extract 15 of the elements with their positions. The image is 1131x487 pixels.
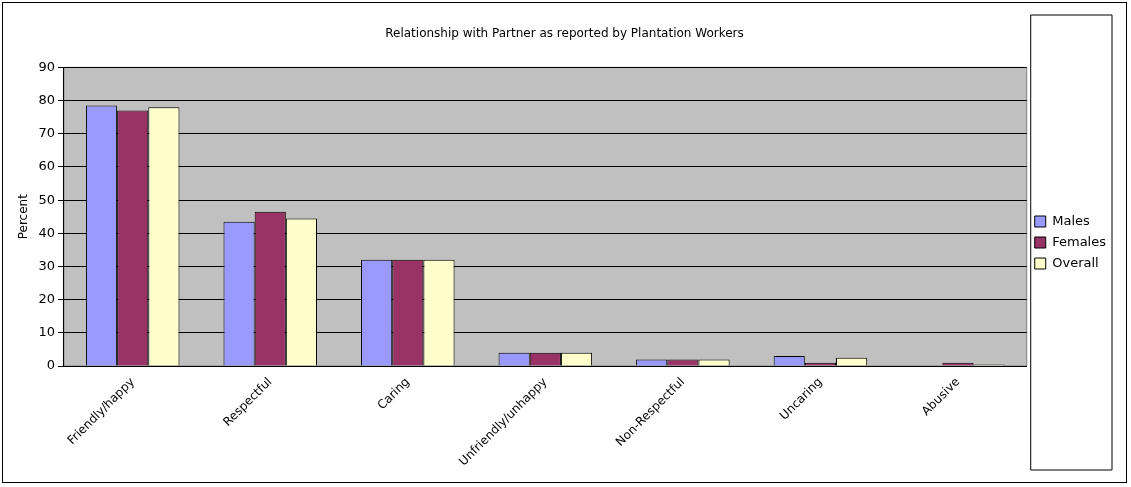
y-tick-label: 70 xyxy=(38,125,55,141)
y-tick-label: 20 xyxy=(38,291,55,307)
y-tick-label: 40 xyxy=(38,224,55,240)
y-tick-label: 80 xyxy=(38,91,55,107)
y-tick-label: 50 xyxy=(38,191,55,207)
y-axis-title: Percent xyxy=(16,193,31,240)
y-tick-label: 90 xyxy=(38,58,55,74)
legend-label: Males xyxy=(1052,212,1091,228)
legend-label: Overall xyxy=(1052,254,1099,270)
y-tick-label: 0 xyxy=(46,357,55,373)
legend-label: Females xyxy=(1052,233,1107,249)
y-tick-label: 30 xyxy=(38,257,55,273)
chart-title: Relationship with Partner as reported by Plantation Workers xyxy=(385,26,744,41)
y-tick-label: 60 xyxy=(38,158,55,174)
y-tick-label: 10 xyxy=(38,324,55,340)
